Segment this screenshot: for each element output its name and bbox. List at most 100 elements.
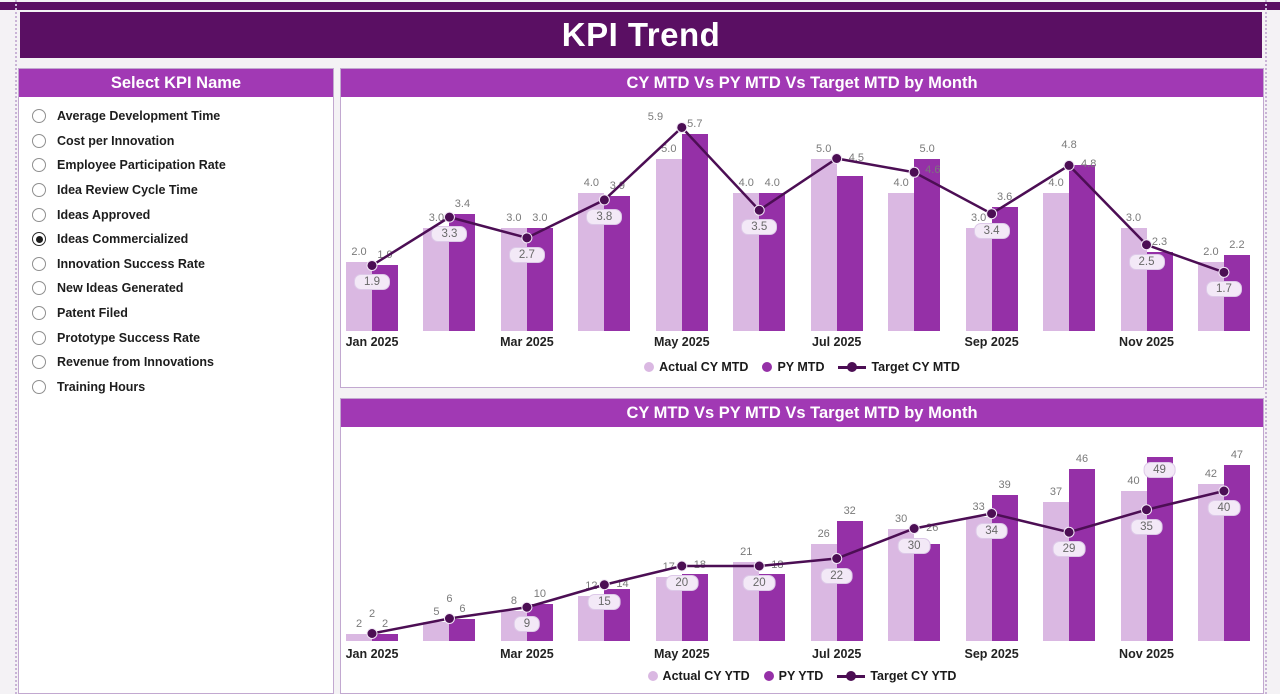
actual-series-swatch-icon bbox=[644, 362, 655, 372]
radio-icon[interactable] bbox=[32, 207, 46, 222]
py-bar-jun[interactable] bbox=[759, 193, 786, 331]
x-axis-label: Sep 2025 bbox=[964, 335, 1019, 349]
kpi-radio-ideas-approved[interactable]: Ideas Approved bbox=[19, 202, 333, 227]
radio-icon[interactable] bbox=[32, 109, 46, 124]
py-bar-jan[interactable] bbox=[372, 633, 398, 641]
kpi-radio-prototype-success-rate[interactable]: Prototype Success Rate bbox=[19, 325, 333, 350]
actual-bar-jun[interactable] bbox=[733, 193, 760, 331]
py-value-label: 3.6 bbox=[996, 190, 1013, 203]
target-point-oct[interactable] bbox=[1063, 526, 1075, 538]
target-point-dec[interactable] bbox=[1218, 485, 1230, 497]
py-value-label: 5.7 bbox=[687, 118, 703, 131]
py-bar-feb[interactable] bbox=[449, 618, 476, 641]
kpi-radio-average-development-time[interactable]: Average Development Time bbox=[19, 104, 333, 129]
actual-bar-oct[interactable] bbox=[1043, 502, 1070, 641]
radio-icon[interactable] bbox=[32, 379, 46, 394]
actual-bar-feb[interactable] bbox=[423, 227, 450, 331]
radio-icon[interactable] bbox=[32, 330, 46, 345]
radio-icon[interactable] bbox=[32, 256, 46, 271]
target-point-apr[interactable] bbox=[598, 579, 610, 591]
target-point-jul[interactable] bbox=[831, 153, 843, 164]
target-point-jan[interactable] bbox=[366, 628, 378, 639]
target-point-jun[interactable] bbox=[753, 204, 765, 216]
target-point-mar[interactable] bbox=[521, 232, 533, 244]
actual-value-label: 3.0 bbox=[428, 211, 445, 224]
legend-item-target-cy-ytd[interactable]: Target CY YTD bbox=[837, 669, 956, 683]
target-value-label: 29 bbox=[1052, 541, 1086, 558]
target-point-sep[interactable] bbox=[986, 508, 998, 519]
kpi-radio-patent-filed[interactable]: Patent Filed bbox=[19, 301, 333, 326]
target-point-nov[interactable] bbox=[1141, 504, 1152, 516]
x-axis-label: Jul 2025 bbox=[812, 335, 862, 349]
py-value-label: 2 bbox=[381, 617, 389, 630]
actual-bar-mar[interactable] bbox=[500, 227, 527, 331]
py-value-label: 46 bbox=[1075, 452, 1089, 465]
target-value-label: 34 bbox=[975, 522, 1008, 539]
target-point-oct[interactable] bbox=[1063, 159, 1075, 171]
target-point-feb[interactable] bbox=[443, 613, 455, 624]
target-point-aug[interactable] bbox=[908, 523, 920, 534]
actual-bar-jul[interactable] bbox=[810, 158, 837, 331]
kpi-radio-ideas-commercialized[interactable]: Ideas Commercialized bbox=[19, 227, 333, 252]
target-value-label: 1.7 bbox=[1205, 281, 1242, 298]
target-point-dec[interactable] bbox=[1218, 266, 1230, 278]
radio-icon[interactable] bbox=[32, 158, 46, 173]
target-point-jan[interactable] bbox=[366, 259, 378, 271]
target-point-sep[interactable] bbox=[986, 208, 998, 220]
radio-icon[interactable] bbox=[32, 133, 46, 148]
kpi-selector-header: Select KPI Name bbox=[19, 69, 333, 97]
legend-label: Target CY YTD bbox=[870, 669, 957, 683]
kpi-label: Ideas Approved bbox=[57, 207, 151, 222]
target-point-nov[interactable] bbox=[1141, 239, 1152, 251]
py-bar-aug[interactable] bbox=[914, 543, 941, 641]
legend-item-actual-cy-ytd[interactable]: Actual CY YTD bbox=[647, 669, 750, 683]
kpi-radio-innovation-success-rate[interactable]: Innovation Success Rate bbox=[19, 252, 333, 277]
legend-item-py-ytd[interactable]: PY YTD bbox=[763, 669, 823, 683]
actual-bar-oct[interactable] bbox=[1043, 193, 1070, 331]
actual-bar-aug[interactable] bbox=[888, 193, 915, 331]
radio-icon[interactable] bbox=[32, 306, 46, 321]
kpi-radio-list: Average Development Time Cost per Innovat… bbox=[19, 97, 333, 399]
kpi-radio-cost-per-innovation[interactable]: Cost per Innovation bbox=[19, 129, 333, 154]
radio-icon[interactable] bbox=[32, 281, 46, 296]
py-bar-may[interactable] bbox=[681, 134, 708, 331]
target-value-label: 35 bbox=[1130, 518, 1163, 535]
actual-value-label: 4.0 bbox=[893, 177, 909, 189]
actual-value-label: 4.0 bbox=[1048, 177, 1064, 189]
target-point-jun[interactable] bbox=[753, 560, 765, 572]
target-point-mar[interactable] bbox=[521, 601, 533, 613]
kpi-radio-new-ideas-generated[interactable]: New Ideas Generated bbox=[19, 276, 333, 301]
target-point-feb[interactable] bbox=[443, 211, 455, 223]
py-bar-mar[interactable] bbox=[526, 227, 553, 331]
target-value-label: 1.9 bbox=[354, 274, 390, 291]
target-point-aug[interactable] bbox=[908, 166, 920, 178]
target-point-apr[interactable] bbox=[598, 194, 610, 206]
radio-icon[interactable] bbox=[32, 183, 46, 198]
py-bar-jul[interactable] bbox=[836, 175, 863, 331]
target-point-may[interactable] bbox=[676, 560, 688, 572]
kpi-radio-training-hours[interactable]: Training Hours bbox=[19, 375, 333, 400]
py-bar-nov[interactable] bbox=[1146, 457, 1173, 641]
py-value-label: 6 bbox=[459, 602, 466, 615]
radio-icon[interactable] bbox=[32, 355, 46, 370]
py-bar-oct[interactable] bbox=[1069, 165, 1096, 331]
kpi-radio-idea-review-cycle-time[interactable]: Idea Review Cycle Time bbox=[19, 178, 333, 203]
target-point-may[interactable] bbox=[676, 121, 688, 133]
target-point-jul[interactable] bbox=[831, 553, 843, 564]
actual-bar-feb[interactable] bbox=[423, 622, 450, 641]
target-value-label: 15 bbox=[587, 593, 621, 610]
kpi-radio-employee-participation-rate[interactable]: Employee Participation Rate bbox=[19, 153, 333, 178]
legend-item-py-mtd[interactable]: PY MTD bbox=[762, 360, 824, 374]
legend-item-target-cy-mtd[interactable]: Target CY MTD bbox=[838, 360, 960, 374]
actual-bar-jan[interactable] bbox=[346, 262, 372, 331]
radio-selected-icon[interactable] bbox=[32, 232, 46, 247]
actual-bar-may[interactable] bbox=[655, 158, 682, 331]
actual-bar-jan[interactable] bbox=[346, 633, 372, 641]
py-bar-aug[interactable] bbox=[914, 158, 941, 331]
kpi-label: Average Development Time bbox=[57, 109, 221, 124]
kpi-radio-revenue-from-innovations[interactable]: Revenue from Innovations bbox=[19, 350, 333, 375]
legend-item-actual-cy-mtd[interactable]: Actual CY MTD bbox=[644, 360, 748, 374]
actual-bar-sep[interactable] bbox=[965, 227, 992, 331]
ytd-chart-panel: CY MTD Vs PY MTD Vs Target MTD by Month … bbox=[340, 398, 1264, 694]
